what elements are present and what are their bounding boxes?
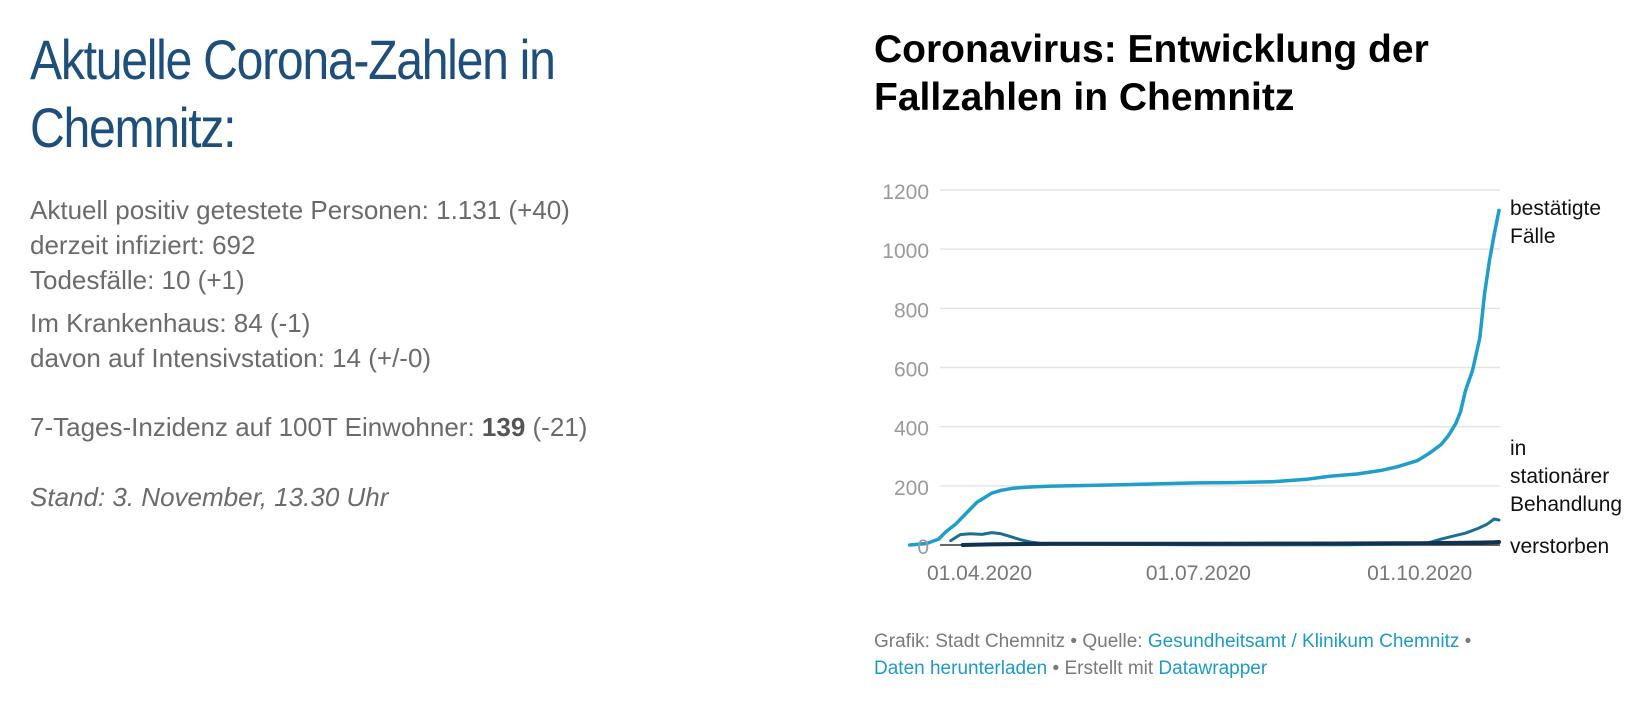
series-label-deaths: verstorben <box>1510 535 1609 558</box>
stat-deaths: Todesfälle: 10 (+1) <box>30 265 245 295</box>
incidence-prefix: 7-Tages-Inzidenz auf 100T Einwohner: <box>30 412 482 442</box>
chart-panel: Coronavirus: Entwicklung der Fallzahlen … <box>874 26 1634 679</box>
y-tick-label: 400 <box>894 418 929 441</box>
y-tick-label: 800 <box>894 299 929 322</box>
footer-quelle: Quelle: <box>1082 631 1148 652</box>
stats-panel: Aktuelle Corona-Zahlen in Chemnitz: Aktu… <box>30 26 790 513</box>
footer-separator: • <box>1065 631 1083 652</box>
series-label-hospital: in <box>1510 437 1526 460</box>
y-tick-label: 200 <box>894 477 929 500</box>
y-tick-label: 0 <box>917 536 929 559</box>
headline-line-1: Aktuelle Corona-Zahlen in <box>30 28 556 91</box>
download-data-link[interactable]: Daten herunterladen <box>874 658 1048 679</box>
chart-title: Coronavirus: Entwicklung der Fallzahlen … <box>874 26 1514 122</box>
line-layer <box>908 208 1501 547</box>
stat-icu: davon auf Intensivstation: 14 (+/-0) <box>30 343 432 373</box>
headline-line-2: Chemnitz: <box>30 96 236 159</box>
footer-separator: • <box>1047 658 1065 679</box>
incidence-suffix: (-21) <box>525 412 588 442</box>
series-line-deaths <box>960 540 1501 547</box>
page-headline: Aktuelle Corona-Zahlen in Chemnitz: <box>30 26 684 162</box>
chart-footer: Grafik: Stadt Chemnitz • Quelle: Gesundh… <box>874 628 1574 682</box>
footer-grafik: Grafik: Stadt Chemnitz <box>874 631 1066 652</box>
y-tick-label: 600 <box>894 359 929 382</box>
incidence-value: 139 <box>481 412 526 442</box>
chart-title-line-1: Coronavirus: Entwicklung der <box>874 28 1429 71</box>
y-tick-label: 1000 <box>882 240 929 263</box>
label-layer: 0 200 400 600 800 1000 1200 01.04.2020 01.07.202… <box>882 181 1622 585</box>
series-line-confirmed <box>908 208 1501 547</box>
series-line-hospital <box>949 517 1501 547</box>
series-label-confirmed: bestätigte <box>1510 197 1601 220</box>
stat-infected: derzeit infiziert: 692 <box>30 230 256 260</box>
datawrapper-link[interactable]: Datawrapper <box>1158 658 1268 679</box>
x-tick-label: 01.04.2020 <box>927 562 1032 585</box>
series-label-hospital: stationärer <box>1510 465 1609 488</box>
x-tick-label: 01.07.2020 <box>1146 562 1251 585</box>
x-tick-label: 01.10.2020 <box>1367 562 1472 585</box>
stat-hospital: Im Krankenhaus: 84 (-1) <box>30 308 311 338</box>
stand-timestamp: Stand: 3. November, 13.30 Uhr <box>30 482 389 512</box>
footer-separator: • <box>1459 631 1472 652</box>
series-label-hospital: Behandlung <box>1510 493 1622 516</box>
grid-layer <box>940 189 1500 546</box>
stat-positive: Aktuell positiv getestete Personen: 1.13… <box>30 195 570 225</box>
stats-list: Aktuell positiv getestete Personen: 1.13… <box>30 193 790 445</box>
chart-title-line-2: Fallzahlen in Chemnitz <box>874 76 1295 119</box>
footer-erstellt: Erstellt mit <box>1064 658 1159 679</box>
series-label-confirmed: Fälle <box>1510 225 1556 248</box>
stat-incidence: 7-Tages-Inzidenz auf 100T Einwohner: 139… <box>30 410 790 445</box>
y-tick-label: 1200 <box>882 181 929 204</box>
source-link[interactable]: Gesundheitsamt / Klinikum Chemnitz <box>1147 631 1460 652</box>
